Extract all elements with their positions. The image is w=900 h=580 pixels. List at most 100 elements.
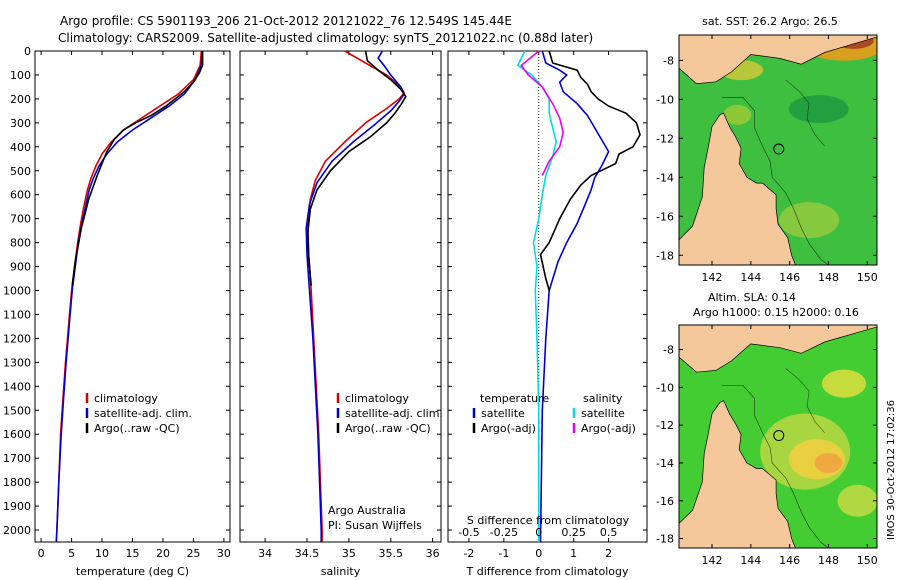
y-tick-label: 1700 — [3, 452, 31, 465]
y-tick-label: 1600 — [3, 428, 31, 441]
temperature-panel: 0 5 10 15 20 25 300100200300400500600700800900… — [3, 45, 231, 578]
x-tick-label: 150 — [857, 554, 878, 567]
salinity-panel: 34 34.5 35 35.5 36 salinity climatology satelli… — [239, 50, 443, 578]
y-tick-label: 2000 — [3, 524, 31, 537]
x-tick-label: 10 — [95, 547, 109, 560]
x-axis-label: T difference from climatology — [466, 565, 629, 578]
legend-label: Argo(-adj) — [481, 422, 536, 435]
warm-patch — [779, 202, 840, 239]
x-tick-label: 146 — [779, 554, 800, 567]
shelf-contour — [721, 97, 829, 265]
series-line-argo--adj- — [520, 50, 565, 176]
x-tick-label: 30 — [217, 547, 231, 560]
y-tick-label: -10 — [656, 381, 674, 394]
sla-map-panel: Altim. SLA: 0.14 Argo h1000: 0.15 h2000: … — [656, 291, 878, 567]
y-tick-label: -16 — [656, 495, 674, 508]
series-line-argo---raw--qc- — [71, 51, 204, 286]
argo-float-marker — [773, 430, 785, 442]
figure-title-line1: Argo profile: CS 5901193_206 21-Oct-2012… — [60, 14, 512, 28]
y-tick-label: -16 — [656, 210, 674, 223]
y-tick-label: -18 — [656, 533, 674, 546]
x-tick-label: 0 — [535, 547, 542, 560]
map-frame — [678, 34, 878, 266]
land-cape-york — [679, 400, 796, 548]
land-new-guinea — [679, 325, 877, 373]
legend-label: satellite-adj. clim. — [94, 407, 192, 420]
y-tick-label: -10 — [656, 93, 674, 106]
y-tick-label: -12 — [656, 132, 674, 145]
y-tick-label: -8 — [663, 54, 674, 67]
y-tick-label: 1900 — [3, 500, 31, 513]
x-tick-label: 35 — [342, 547, 356, 560]
y-tick-label: 200 — [10, 93, 31, 106]
map-title-sst: sat. SST: 26.2 Argo: 26.5 — [702, 15, 838, 28]
y-tick-label: -18 — [656, 249, 674, 262]
x2-tick-label: -0.25 — [490, 526, 518, 539]
x-tick-label: 2 — [605, 547, 612, 560]
x-tick-label: 142 — [702, 554, 723, 567]
y-tick-label: 100 — [10, 69, 31, 82]
x-tick-label: 148 — [818, 271, 839, 284]
y-tick-label: 0 — [24, 45, 31, 58]
warm-patch — [723, 104, 752, 125]
y-tick-label: -8 — [663, 344, 674, 357]
deep-contour — [785, 79, 825, 147]
series-line-satellite-adj--clim- — [305, 50, 406, 542]
y-tick-label: 1200 — [3, 332, 31, 345]
difference-panel: -2 -1 0 1 2 T difference from climatology -0.5… — [447, 50, 648, 578]
y-tick-label: 400 — [10, 141, 31, 154]
legend-label: satellite-adj. clim. — [345, 407, 443, 420]
plot-frame — [239, 50, 442, 543]
x-tick-label: 15 — [126, 547, 140, 560]
land-cape-york — [679, 112, 796, 265]
x2-tick-label: 0.5 — [600, 526, 618, 539]
y-tick-label: 600 — [10, 189, 31, 202]
map-frame — [678, 324, 878, 549]
y-tick-label: -14 — [656, 171, 674, 184]
y-tick-label: 1800 — [3, 476, 31, 489]
y-tick-label: 1300 — [3, 356, 31, 369]
series-line-argo--adj- — [539, 50, 641, 291]
y-tick-label: 700 — [10, 213, 31, 226]
y-tick-label: 1500 — [3, 404, 31, 417]
x-tick-label: 1 — [570, 547, 577, 560]
shelf-contour — [721, 385, 829, 548]
y-tick-label: 300 — [10, 117, 31, 130]
timestamp: IMOS 30-Oct-2012 17:02:36 — [886, 400, 897, 540]
x-tick-label: 148 — [818, 554, 839, 567]
y-tick-label: 900 — [10, 261, 31, 274]
series-line-satellite-adj--clim- — [55, 50, 203, 543]
map-title-sla: Altim. SLA: 0.14 — [708, 291, 796, 304]
x2-tick-label: -0.5 — [458, 526, 479, 539]
y-tick-label: -12 — [656, 419, 674, 432]
series-line-satellite — [539, 50, 610, 543]
x-tick-label: -1 — [498, 547, 509, 560]
mid-patch — [822, 369, 866, 398]
x2-tick-label: 0.25 — [561, 526, 586, 539]
deep-contour — [785, 368, 825, 433]
series-line-argo---raw--qc- — [306, 50, 407, 286]
mid-patch — [837, 484, 877, 517]
x-tick-label: 20 — [156, 547, 170, 560]
legend-title-temperature: temperature — [480, 392, 549, 405]
y-tick-label: 500 — [10, 165, 31, 178]
x-tick-label: 144 — [740, 554, 761, 567]
x-tick-label: 146 — [779, 271, 800, 284]
legend-label: Argo(..raw -QC) — [345, 422, 431, 435]
legend-title-salinity: salinity — [583, 392, 623, 405]
legend-label: climatology — [345, 392, 409, 405]
cool-patch — [788, 95, 849, 124]
x2-axis-label: S difference from climatology — [467, 514, 630, 527]
y-tick-label: -14 — [656, 457, 674, 470]
map-content — [679, 35, 877, 265]
peak-patch — [814, 452, 843, 473]
argo-float-marker — [773, 143, 785, 155]
plot-frame — [34, 50, 231, 543]
land-new-guinea — [679, 35, 877, 85]
legend-label: Argo(..raw -QC) — [94, 422, 180, 435]
x-tick-label: 36 — [426, 547, 440, 560]
y-tick-label: 1100 — [3, 308, 31, 321]
legend-label: satellite — [581, 407, 625, 420]
x-tick-label: -2 — [463, 547, 474, 560]
